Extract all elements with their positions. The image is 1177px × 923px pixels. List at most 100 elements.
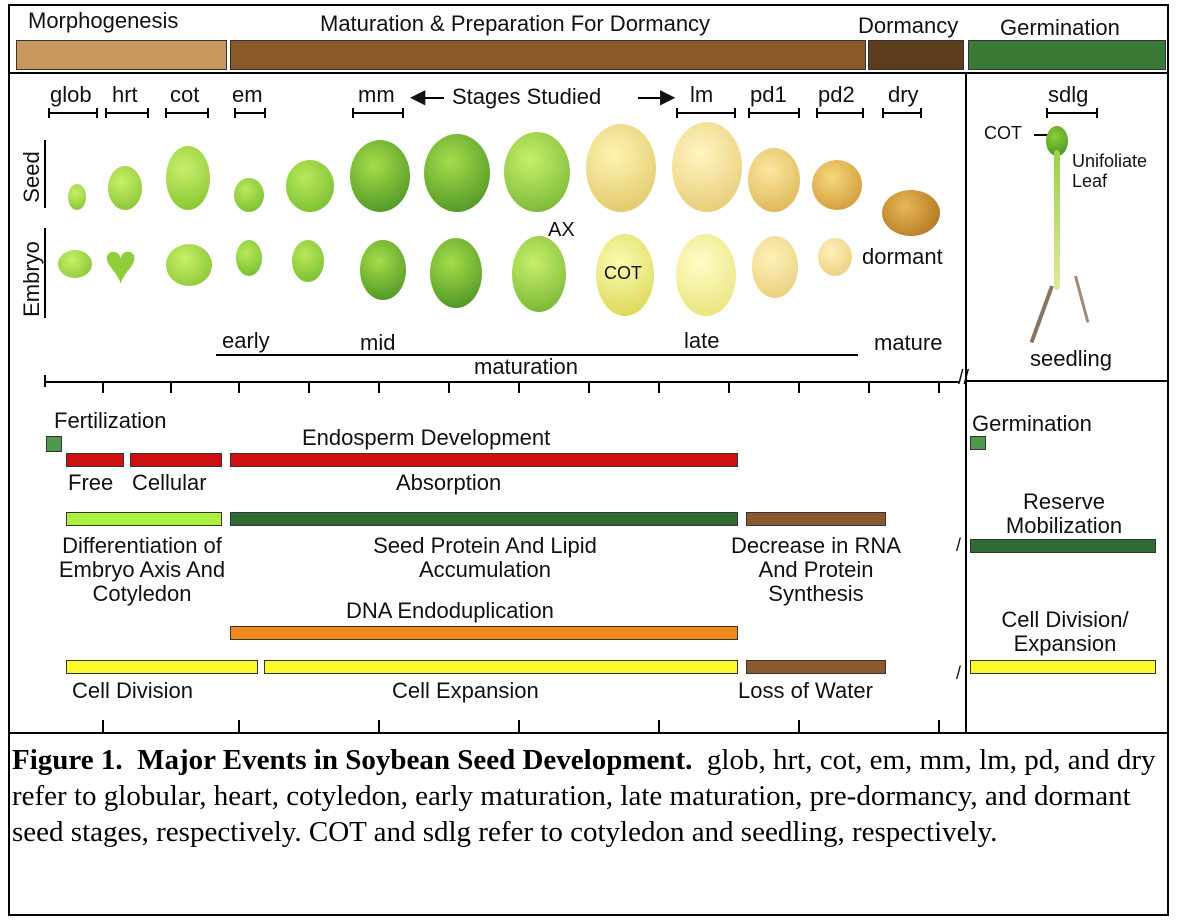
- left-arrowhead-icon: ◀: [410, 86, 426, 108]
- seed-mm: [350, 140, 410, 212]
- embryo-late1: [596, 234, 654, 316]
- embryo-em2: [292, 240, 324, 282]
- stage-label-pd1: pd1: [750, 82, 787, 107]
- seedling-label: seedling: [1030, 346, 1112, 371]
- timeline-tick: [938, 381, 940, 393]
- annotation-dormant: dormant: [862, 244, 943, 269]
- bottom-tick: [238, 720, 240, 732]
- stage-bracket-mm: [352, 108, 404, 118]
- stage-label-mm: mm: [358, 82, 395, 107]
- timeline-tick: [378, 381, 380, 393]
- embryo-cot: [166, 244, 212, 286]
- row-bar-seed: [44, 140, 46, 208]
- stage-label-hrt: hrt: [112, 82, 138, 107]
- timeline-tick: [102, 381, 104, 393]
- event-dna-endo: DNA Endoduplication: [346, 598, 554, 623]
- stage-label-sdlg: sdlg: [1048, 82, 1089, 107]
- bar-loss-water: [746, 660, 886, 674]
- stage-bracket-em: [234, 108, 266, 118]
- embryo-pd1: [752, 236, 798, 298]
- seed-lm: [672, 122, 742, 212]
- stage-label-dry: dry: [888, 82, 919, 107]
- label-early: early: [222, 328, 270, 353]
- caption-text: glob, hrt, cot, em, mm, lm, pd, and dry …: [12, 744, 1156, 848]
- bar-germination: [970, 436, 986, 450]
- seed-dry: [882, 190, 940, 236]
- phase-bar-maturation: [230, 40, 866, 70]
- phase-bar-morphogenesis: [16, 40, 227, 70]
- seedling-hypocotyl: [1054, 150, 1060, 290]
- event-differentiation: Differentiation of Embryo Axis And Cotyl…: [58, 533, 226, 607]
- bottom-tick: [378, 720, 380, 732]
- bar-cell-expansion: [264, 660, 738, 674]
- seedling-cotyledon: [1046, 126, 1068, 156]
- seedling-panel-frame: [965, 72, 1169, 734]
- bar-decrease-rna: [746, 512, 886, 526]
- phase-bar-germination: [968, 40, 1166, 70]
- stage-bracket-pd1: [748, 108, 800, 118]
- bar-cell-division: [66, 660, 258, 674]
- stage-bracket-pd2: [816, 108, 864, 118]
- timeline-tick: [170, 381, 172, 393]
- bar-endosperm-free: [66, 453, 124, 467]
- event-decrease-rna: Decrease in RNA And Protein Synthesis: [731, 533, 901, 607]
- maturation-line: [216, 354, 858, 356]
- row-label-seed: Seed: [19, 151, 44, 203]
- seed-em: [234, 178, 264, 212]
- timeline-tick: [238, 381, 240, 393]
- timeline-tick: [728, 381, 730, 393]
- timeline-tick: [588, 381, 590, 393]
- event-endosperm: Endosperm Development: [302, 425, 551, 450]
- bar-fertilization: [46, 436, 62, 452]
- timeline-tick: [308, 381, 310, 393]
- bottom-tick: [658, 720, 660, 732]
- stage-label-lm: lm: [690, 82, 714, 107]
- phase-label-germination: Germination: [1000, 15, 1120, 40]
- annotation-ax: AX: [548, 219, 575, 241]
- caption-label: Figure 1.: [12, 744, 123, 776]
- bottom-tick: [938, 720, 940, 732]
- label-maturation: maturation: [474, 354, 578, 379]
- caption-title: Major Events in Soybean Seed Development…: [137, 744, 693, 776]
- axis-break-icon: /: [956, 535, 962, 555]
- phase-label-maturation: Maturation & Preparation For Dormancy: [320, 11, 711, 36]
- seed-pd2: [812, 160, 862, 210]
- bar-differentiation: [66, 512, 222, 526]
- event-cellular: Cellular: [132, 470, 207, 495]
- row-bar-embryo: [44, 228, 46, 318]
- embryo-em: [236, 240, 262, 276]
- seedling-cot-label: COT: [984, 123, 1022, 143]
- seed-glob: [68, 184, 86, 210]
- row-label-embryo: Embryo: [19, 241, 44, 317]
- event-protein-lipid: Seed Protein And Lipid Accumulation: [373, 533, 597, 583]
- event-loss-water: Loss of Water: [738, 678, 873, 703]
- bottom-tick: [518, 720, 520, 732]
- bar-protein-lipid: [230, 512, 738, 526]
- stage-label-em: em: [232, 82, 263, 107]
- seed-em2: [286, 160, 334, 212]
- event-absorption: Absorption: [396, 470, 502, 495]
- axis-break-icon: //: [958, 367, 970, 389]
- embryo-pd2: [818, 238, 852, 276]
- stage-label-cot: cot: [170, 82, 200, 107]
- panel-separator: [965, 380, 1169, 382]
- bar-cell-div-exp: [970, 660, 1156, 674]
- embryo-mm2: [430, 238, 482, 308]
- stage-bracket-sdlg: [1046, 108, 1098, 118]
- event-cell-div-exp: Cell Division/ Expansion: [1001, 607, 1129, 657]
- embryo-hrt-heart-icon: ♥: [104, 232, 138, 295]
- bar-dna-endo: [230, 626, 738, 640]
- label-mature: mature: [874, 330, 943, 355]
- stages-studied-arrow-left: [420, 97, 444, 99]
- timeline-tick: [448, 381, 450, 393]
- event-free: Free: [68, 470, 114, 495]
- event-cell-expansion: Cell Expansion: [392, 678, 539, 703]
- timeline-axis: [44, 381, 960, 383]
- bottom-tick: [102, 720, 104, 732]
- timeline-tick: [798, 381, 800, 393]
- stages-studied-arrow-right: [638, 97, 662, 99]
- label-mid: mid: [360, 330, 396, 355]
- timeline-tick: [868, 381, 870, 393]
- seed-mm3: [504, 132, 570, 212]
- phase-bar-dormancy: [868, 40, 964, 70]
